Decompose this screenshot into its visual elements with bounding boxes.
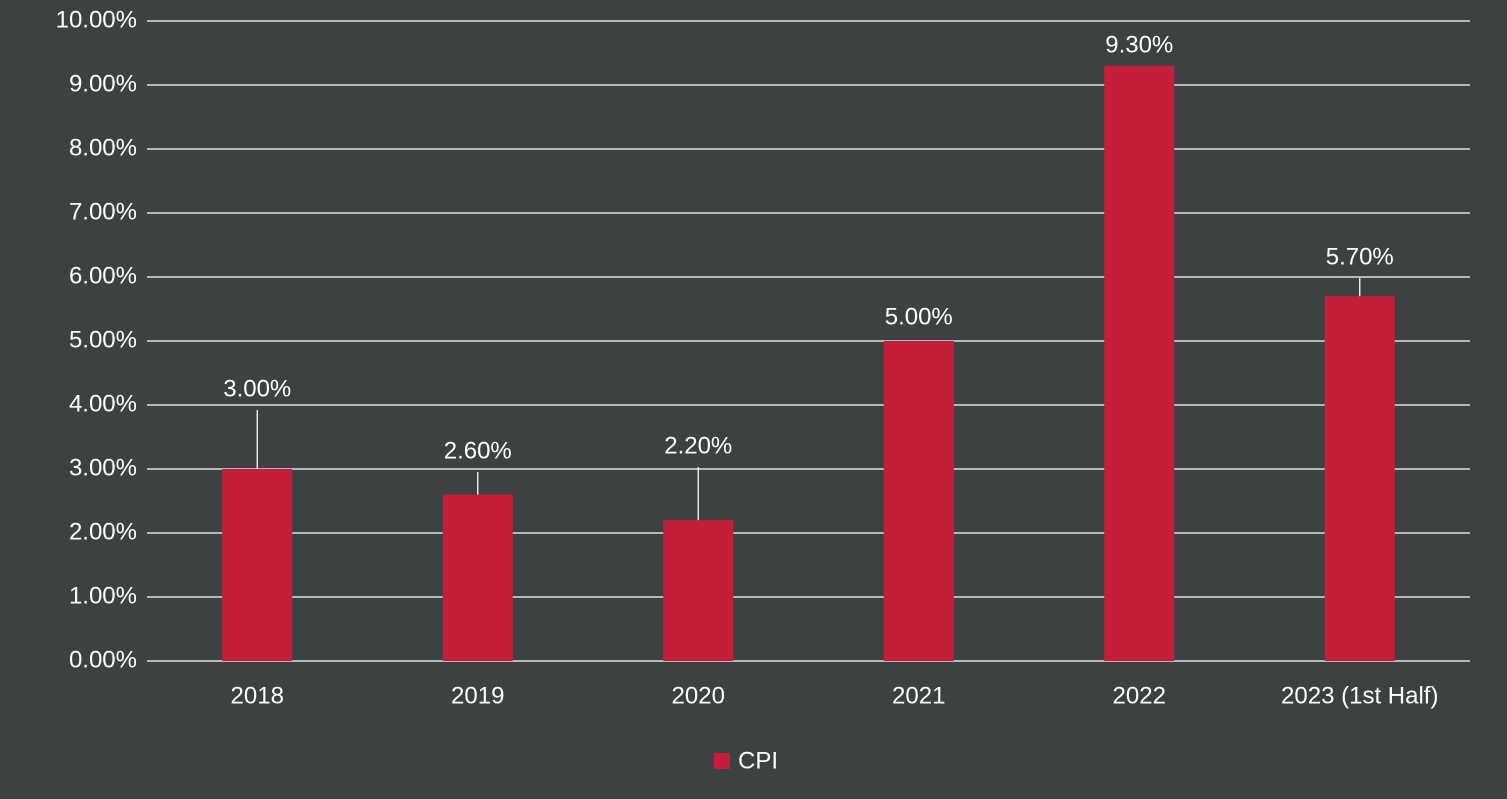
value-label: 2.20% [664, 432, 732, 459]
bar [663, 520, 734, 661]
y-tick-label: 4.00% [69, 390, 137, 417]
bar [1104, 65, 1175, 662]
y-tick-label: 10.00% [56, 6, 137, 33]
y-tick-label: 6.00% [69, 262, 137, 289]
x-tick-label: 2021 [892, 682, 945, 709]
y-tick-label: 1.00% [69, 582, 137, 609]
x-tick-label: 2019 [451, 682, 504, 709]
value-label: 2.60% [444, 437, 512, 464]
y-tick-label: 7.00% [69, 198, 137, 225]
y-tick-label: 8.00% [69, 134, 137, 161]
x-tick-label: 2022 [1113, 682, 1166, 709]
y-tick-label: 5.00% [69, 326, 137, 353]
x-tick-label: 2023 (1st Half) [1281, 682, 1438, 709]
bar [883, 341, 954, 661]
y-tick-label: 2.00% [69, 518, 137, 545]
value-label: 9.30% [1105, 31, 1173, 58]
bar [1324, 296, 1395, 661]
legend-swatch [714, 753, 730, 769]
y-tick-label: 9.00% [69, 70, 137, 97]
x-tick-label: 2020 [672, 682, 725, 709]
value-label: 5.00% [885, 303, 953, 330]
x-tick-label: 2018 [231, 682, 284, 709]
value-label: 5.70% [1326, 243, 1394, 270]
bar [442, 494, 513, 661]
bar [222, 469, 293, 661]
legend-label: CPI [738, 747, 778, 774]
y-tick-label: 0.00% [69, 646, 137, 673]
value-label: 3.00% [223, 375, 291, 402]
y-tick-label: 3.00% [69, 454, 137, 481]
